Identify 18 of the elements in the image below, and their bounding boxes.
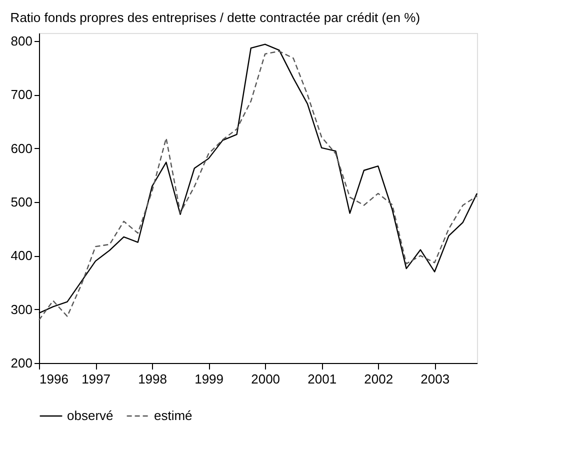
legend-label: observé [67,408,114,423]
y-tick-label: 400 [10,248,32,264]
y-tick-label: 600 [10,140,32,156]
y-tick-label: 700 [10,87,32,102]
x-tick-label: 2001 [308,372,337,386]
y-tick-label: 200 [10,356,32,370]
chart-title: Ratio fonds propres des entreprises / dette contractée par crédit (en %) [10,10,420,25]
x-tick-label: 2003 [420,372,450,386]
x-tick-label: 1996 [40,372,68,386]
y-tick-label: 500 [10,194,32,210]
x-tick-label: 1999 [194,372,224,386]
x-tick-label: 1997 [82,372,110,386]
legend-label: estimé [154,408,192,423]
x-tick-label: 2002 [364,372,394,386]
x-tick-label: 1998 [138,372,167,386]
y-tick-label: 300 [10,302,32,317]
y-tick-label: 800 [10,34,32,49]
x-tick-label: 2000 [251,372,280,386]
